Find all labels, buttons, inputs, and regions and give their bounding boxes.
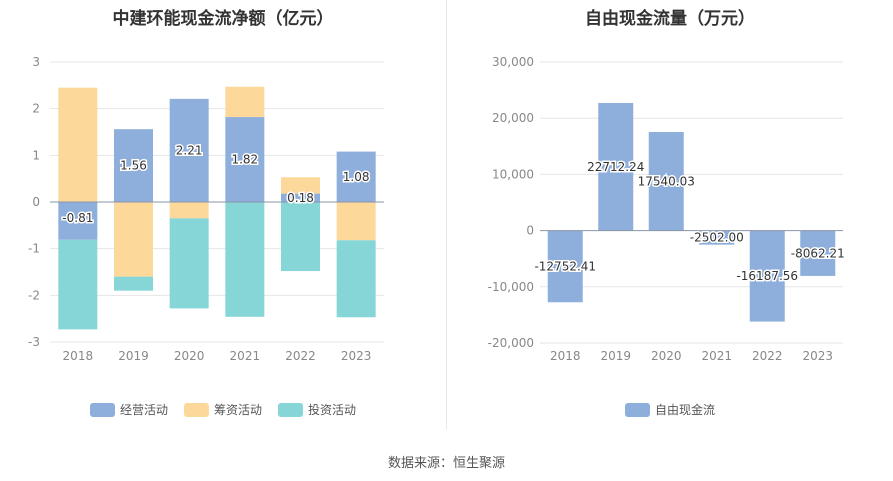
bar-2019 [598,102,634,231]
y-tick-label: -1 [28,242,40,256]
x-tick-label: 2019 [600,349,631,363]
bar-经营活动-2023 [336,151,376,202]
bar-投资活动-2022 [281,202,320,272]
y-tick-label: 3 [32,55,40,69]
y-tick-label: 20,000 [492,111,534,125]
legend-swatch-financing [183,402,209,417]
bar-2020 [648,132,684,231]
y-tick-label: -20,000 [488,336,534,350]
bar-筹资活动-2023 [336,202,376,241]
free-cashflow-chart: 30,000 20,000 10,000 0 -10,000 -20,000 2018 201… [488,55,847,363]
data-label: 1.08 [343,170,370,184]
x-tick-label: 2022 [752,349,783,363]
data-label: 1.82 [231,153,258,167]
bar-筹资活动-2020 [169,202,209,219]
free-cashflow-chart-panel: 自由现金流量（万元） 30,000 20,000 10,000 0 -10,000 -20… [447,0,893,430]
y-tick-label: 1 [32,148,40,162]
data-label: -0.81 [62,211,93,225]
data-label: -2502.00 [690,231,744,245]
bar-经营活动-2021 [225,117,265,202]
cashflow-net-chart-panel: 中建环能现金流净额（亿元） 3 2 1 0 -1 -2 -3 2018 2019 2020 2021… [0,0,446,430]
data-label: 1.56 [120,159,147,173]
y-tick-label: 0 [526,224,534,238]
y-tick-label: 0 [32,195,40,209]
y-tick-label: 10,000 [492,167,534,181]
data-source: 数据来源：恒生聚源 [387,456,505,471]
legend-swatch-fcf [624,402,650,417]
y-tick-label: -3 [28,335,40,349]
y-tick-label: 2 [32,102,40,116]
data-label: -16187.56 [736,269,798,283]
x-tick-label: 2021 [230,349,261,363]
legend-label: 筹资活动 [213,403,262,417]
legend-label: 自由现金流 [654,403,715,417]
x-tick-label: 2018 [550,349,581,363]
bar-投资活动-2018 [58,239,98,330]
chart-title: 自由现金流量（万元） [585,9,755,29]
cashflow-net-chart: 3 2 1 0 -1 -2 -3 2018 2019 2020 2021 2022 2023 -0.81 1… [28,55,384,363]
chart-title: 中建环能现金流净额（亿元） [112,9,334,29]
x-tick-label: 2020 [174,349,205,363]
panel-divider [446,0,447,430]
bar-经营活动-2022 [281,193,320,202]
bar-经营活动-2020 [169,98,209,202]
x-tick-label: 2018 [63,349,94,363]
bar-筹资活动-2018 [58,87,98,202]
bar-筹资活动-2021 [225,86,265,118]
legend-item-financing[interactable]: 筹资活动 [183,401,262,418]
legend-label: 经营活动 [119,403,168,417]
bar-筹资活动-2022 [281,177,320,194]
x-tick-label: 2023 [802,349,833,363]
x-tick-label: 2021 [701,349,732,363]
bar-投资活动-2023 [336,240,376,318]
bar-经营活动-2019 [114,129,153,202]
legend-item-fcf[interactable]: 自由现金流 [624,401,715,418]
x-tick-label: 2020 [651,349,682,363]
legend-item-operating[interactable]: 经营活动 [89,401,168,418]
data-label: -8062.21 [791,246,845,260]
legend-item-investing[interactable]: 投资活动 [278,401,356,418]
bar-投资活动-2020 [169,218,209,309]
x-tick-label: 2023 [341,349,372,363]
legend-label: 投资活动 [308,403,357,417]
data-label: 22712.24 [587,160,644,174]
bar-2022 [749,230,785,322]
y-tick-label: -10,000 [488,280,534,294]
y-tick-label: 30,000 [492,55,534,69]
data-label: 17540.03 [638,174,695,188]
data-label: -12752.41 [534,259,596,273]
y-tick-label: -2 [28,288,40,302]
bar-2023 [800,230,836,276]
x-tick-label: 2019 [118,349,149,363]
legend-swatch-operating [89,402,115,417]
chart-legend: 经营活动 筹资活动 投资活动 [0,401,446,418]
bar-经营活动-2018 [58,202,98,240]
bar-2021 [699,230,735,245]
chart-legend: 自由现金流 [447,401,893,418]
bar-投资活动-2019 [114,276,153,291]
x-tick-label: 2022 [285,349,316,363]
bar-投资活动-2021 [225,202,265,317]
data-label: 0.18 [287,191,314,205]
legend-swatch-investing [278,402,303,417]
bar-2018 [547,230,583,303]
data-label: 2.21 [176,143,203,157]
bar-筹资活动-2019 [114,202,153,277]
